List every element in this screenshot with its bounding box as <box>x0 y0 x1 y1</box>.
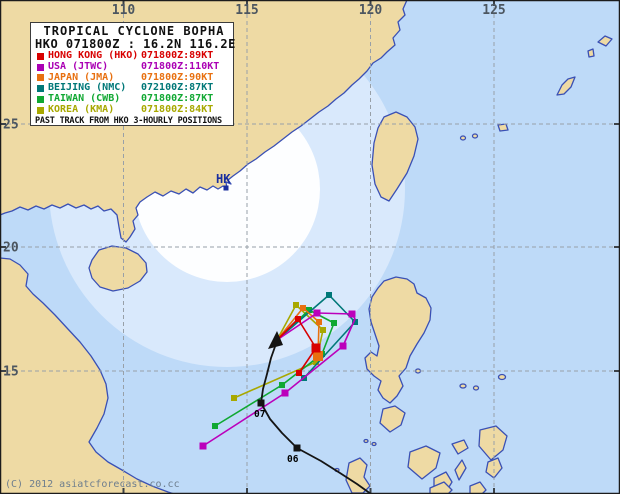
forecast-point-jma <box>313 351 323 361</box>
forecast-point-hko <box>295 316 301 322</box>
current-position-arrow <box>268 331 283 349</box>
past-position-day-06 <box>293 444 301 452</box>
forecast-point-cwb <box>212 423 218 429</box>
forecast-point-jtwc <box>339 342 347 350</box>
legend-row: TAIWAN (CWB) 071800Z:87KT <box>35 93 233 105</box>
forecast-track-cwb <box>214 309 335 427</box>
forecast-point-cwb <box>331 320 337 326</box>
forecast-track-jma <box>276 307 320 357</box>
forecast-point-kma <box>231 395 237 401</box>
longitude-label: 120 <box>359 3 383 18</box>
mindoro-island <box>379 405 406 433</box>
agency-forecast-value: 071800Z:89KT <box>141 50 214 61</box>
bohol-island <box>469 481 487 494</box>
hk-city-label: HK <box>216 172 231 186</box>
agency-color-swatch <box>37 74 44 82</box>
ryukyu-island-1 <box>597 35 613 47</box>
cebu-island <box>454 459 467 481</box>
forecast-point-jtwc <box>281 389 289 397</box>
ryukyu-dot-2 <box>471 133 479 139</box>
agency-color-swatch <box>37 106 44 114</box>
forecast-track-hko <box>276 318 317 374</box>
agency-color-swatch <box>37 52 44 60</box>
agency-forecast-value: 071800Z:84KT <box>141 103 214 115</box>
longitude-label: 110 <box>112 3 136 18</box>
track-layer <box>199 292 372 494</box>
agency-name: HONG KONG (HKO) <box>48 50 139 61</box>
agency-forecast-value: 071800Z:90KT <box>141 71 214 83</box>
forecast-point-jma <box>316 319 322 325</box>
longitude-label: 115 <box>235 3 258 18</box>
forecast-point-jtwc <box>199 442 207 450</box>
forecast-point-nmc <box>326 292 332 298</box>
legend-row: HONG KONG (HKO) 071800Z:89KT <box>35 50 233 62</box>
forecast-point-nmc <box>352 319 358 325</box>
legend-row: KOREA (KMA) 071800Z:84KT <box>35 103 233 116</box>
miyako-island <box>556 76 576 96</box>
agency-color-swatch <box>37 96 44 104</box>
forecast-point-jtwc <box>313 309 321 317</box>
legend-footer: PAST TRACK FROM HKO 3-HOURLY POSITIONS <box>35 115 222 126</box>
legend-row: JAPAN (JMA) 071800Z:90KT <box>35 71 233 84</box>
agency-name: BEIJING (NMC) <box>48 82 127 94</box>
masbate-island <box>451 439 469 455</box>
ryukyu-dot-1 <box>459 135 467 141</box>
legend-row: USA (JTWC) 071800Z:110KT <box>35 60 233 73</box>
cuyo-islet-2 <box>371 441 377 447</box>
forecast-point-cwb <box>306 307 312 313</box>
day-label: 06 <box>287 454 299 465</box>
islet-west-luzon-3 <box>497 373 507 381</box>
forecast-point-kma <box>313 359 319 365</box>
legend-current-position: HKO 071800Z : 16.2N 116.2E <box>35 37 236 51</box>
legend-box: TROPICAL CYCLONE BOPHA HKO 071800Z : 16.… <box>30 22 236 126</box>
hainan-island <box>88 245 148 292</box>
agency-forecast-value: 071800Z:87KT <box>141 93 214 105</box>
taiwan-island <box>371 111 419 202</box>
forecast-point-jma <box>300 305 306 311</box>
samar-island <box>478 425 508 461</box>
panay-island <box>407 445 441 480</box>
agency-forecast-value: 072100Z:87KT <box>141 82 214 94</box>
agency-forecast-value: 071800Z:110KT <box>141 60 220 72</box>
latitude-label: 25 <box>3 118 19 133</box>
hk-city-marker <box>223 185 229 191</box>
legend-entries: HONG KONG (HKO) 071800Z:89KT USA (JTWC) 071… <box>35 50 233 116</box>
forecast-point-kma <box>293 302 299 308</box>
hko-past-track <box>260 340 372 494</box>
islet-west-luzon-2 <box>472 385 480 391</box>
ryukyu-island-2 <box>587 48 595 58</box>
latitude-label: 15 <box>3 365 19 380</box>
agency-name: KOREA (KMA) <box>48 103 115 115</box>
ryukyu-islet-3 <box>497 123 509 132</box>
past-position-day-07 <box>257 399 265 407</box>
forecast-point-hko <box>296 370 302 376</box>
legend-row: BEIJING (NMC) 072100Z:87KT <box>35 83 233 94</box>
islet-west-luzon-1 <box>459 383 467 389</box>
forecast-point-kma <box>320 327 326 333</box>
forecast-point-cwb <box>279 382 285 388</box>
latitude-label: 20 <box>3 241 19 256</box>
legend-title: TROPICAL CYCLONE BOPHA <box>43 24 225 38</box>
agency-color-swatch <box>37 63 44 71</box>
day-label: 07 <box>254 409 265 420</box>
agency-name: TAIWAN (CWB) <box>48 93 121 105</box>
label-layer: 110 115 120 125 25 20 15 06 07 HK (C) 2012 asiatcf… <box>3 3 506 490</box>
forecast-track-nmc <box>276 294 356 379</box>
agency-name: USA (JTWC) <box>48 60 109 72</box>
vietnam-coast <box>0 257 175 494</box>
copyright-text: (C) 2012 asiatcforecast.co.cc <box>5 479 180 490</box>
cuyo-islet-1 <box>363 438 369 444</box>
forecast-point-hko <box>311 343 321 353</box>
longitude-label: 125 <box>482 3 505 18</box>
agency-name: JAPAN (JMA) <box>48 71 115 83</box>
agency-color-swatch <box>37 85 44 93</box>
forecast-point-jtwc <box>348 310 356 318</box>
leyte-island <box>485 457 503 479</box>
